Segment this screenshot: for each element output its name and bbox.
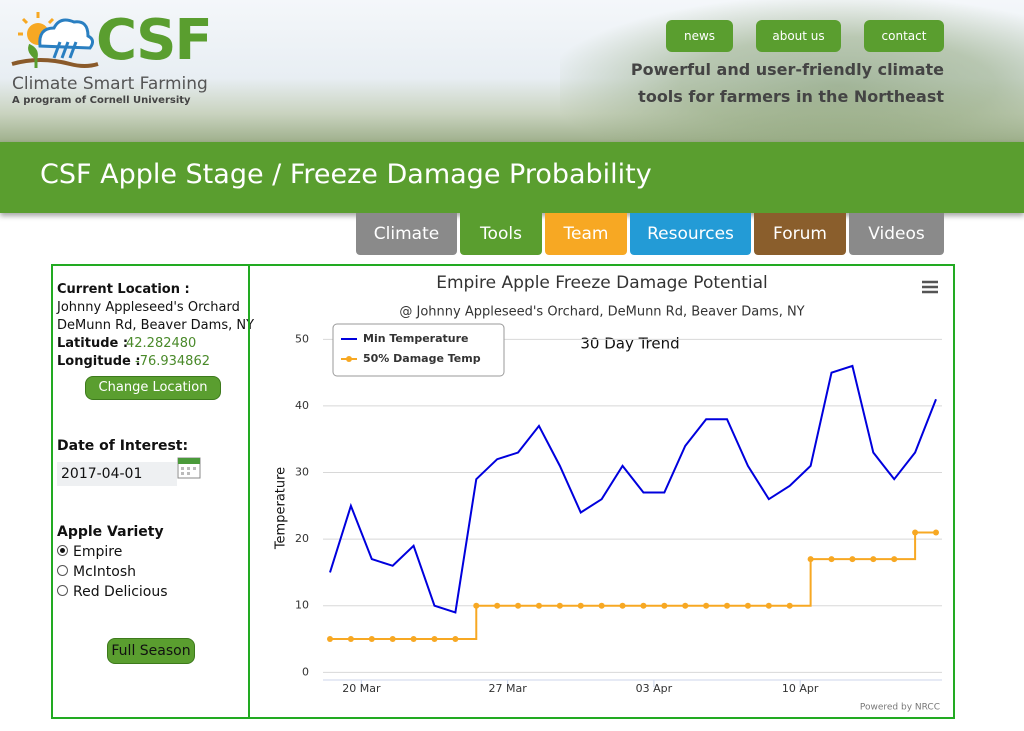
label: Latitude :: [57, 336, 129, 351]
point: [682, 602, 689, 609]
point: [473, 602, 480, 609]
logo-name: Climate Smart Farming: [12, 74, 208, 94]
point: [368, 636, 375, 643]
radio-option[interactable]: Red Delicious: [57, 584, 168, 600]
radio-label: McIntosh: [73, 564, 136, 580]
legend-box: [332, 323, 505, 377]
y-tick-label: 40: [295, 399, 309, 412]
x-tick-label: 10 Apr: [782, 682, 819, 695]
logo-icon: [11, 12, 99, 68]
y-tick-label: 50: [295, 332, 309, 345]
credit: Powered by NRCC: [860, 703, 940, 713]
point: [807, 556, 814, 563]
x-tick-label: 20 Mar: [342, 682, 381, 695]
point: [598, 602, 605, 609]
legend-label: 50% Damage Temp: [363, 352, 481, 365]
point: [347, 636, 354, 643]
tab[interactable]: Videos: [849, 213, 944, 255]
y-tick-label: 0: [302, 665, 309, 678]
point: [912, 529, 919, 536]
banner: CSF Apple Stage / Freeze Damage Probabil…: [0, 142, 1024, 213]
tagline: Powerful and user-friendly climate: [630, 60, 944, 79]
tab[interactable]: Tools: [460, 213, 542, 255]
location: DeMunn Rd, Beaver Dams, NY: [57, 318, 255, 333]
logo-subtitle: A program of Cornell University: [12, 95, 191, 106]
point: [577, 602, 584, 609]
full-season-button[interactable]: Full Season: [107, 638, 195, 664]
series-line: [330, 531, 936, 641]
page-title: CSF Apple Stage / Freeze Damage Probabil…: [40, 159, 652, 190]
point: [933, 529, 939, 536]
point: [431, 636, 438, 643]
point: [515, 602, 522, 609]
radio[interactable]: [57, 584, 68, 596]
tab[interactable]: Climate: [356, 213, 457, 255]
x-tick-label: 27 Mar: [488, 682, 527, 695]
y-axis-label: Temperature: [274, 467, 289, 550]
label: Apple Variety: [57, 524, 164, 540]
radio[interactable]: [57, 544, 68, 556]
y-tick-label: 30: [295, 466, 309, 479]
point: [891, 556, 898, 563]
nav-button[interactable]: news: [666, 20, 733, 52]
radio-option[interactable]: Empire: [57, 544, 122, 560]
chart-subtitle: @ Johnny Appleseed's Orchard, DeMunn Rd,…: [399, 305, 804, 320]
point: [389, 636, 396, 643]
latitude: 42.282480: [126, 336, 197, 351]
menu-icon[interactable]: [922, 280, 938, 294]
y-tick-label: 20: [295, 532, 309, 545]
annotation: 30 Day Trend: [580, 335, 679, 353]
sidebar: Current Location : Johnny Appleseed's Or…: [51, 264, 254, 719]
change-location-button[interactable]: Change Location: [85, 376, 221, 400]
point: [744, 602, 751, 609]
point: [828, 556, 835, 563]
point: [661, 602, 668, 609]
nav-button[interactable]: about us: [756, 20, 841, 52]
y-tick-label: 10: [295, 599, 309, 612]
x-tick-label: 03 Apr: [636, 682, 673, 695]
point: [786, 602, 793, 609]
chart: Empire Apple Freeze Damage Potential @ J…: [274, 273, 942, 713]
point: [452, 636, 459, 643]
location: Johnny Appleseed's Orchard: [57, 300, 240, 315]
point: [703, 602, 710, 609]
radio-label: Empire: [73, 544, 123, 560]
label: Date of Interest:: [57, 438, 189, 454]
label: Longitude :: [57, 354, 141, 369]
point: [870, 556, 877, 563]
point: [327, 636, 333, 643]
date-input[interactable]: 2017-04-01: [57, 462, 177, 486]
tab[interactable]: Team: [545, 213, 627, 255]
label: Current Location :: [57, 282, 190, 297]
radio[interactable]: [57, 564, 68, 576]
legend-marker: [346, 356, 352, 362]
chart-title: Empire Apple Freeze Damage Potential: [436, 273, 768, 293]
series-line: [329, 364, 937, 614]
longitude: -76.934862: [135, 354, 210, 369]
radio-label: Red Delicious: [73, 584, 168, 600]
point: [765, 602, 772, 609]
radio-option[interactable]: McIntosh: [57, 564, 136, 580]
point: [619, 602, 626, 609]
point: [724, 602, 731, 609]
logo-text: CSF: [96, 8, 213, 73]
legend-label: Min Temperature: [363, 332, 469, 345]
tab[interactable]: Resources: [630, 213, 751, 255]
point: [494, 602, 501, 609]
tagline: tools for farmers in the Northeast: [638, 87, 944, 106]
point: [410, 636, 417, 643]
tab[interactable]: Forum: [754, 213, 846, 255]
nav-button[interactable]: contact: [864, 20, 944, 52]
point: [535, 602, 542, 609]
point: [640, 602, 647, 609]
point: [556, 602, 563, 609]
point: [849, 556, 856, 563]
chart-panel: [248, 264, 955, 719]
calendar-icon[interactable]: [177, 455, 201, 479]
